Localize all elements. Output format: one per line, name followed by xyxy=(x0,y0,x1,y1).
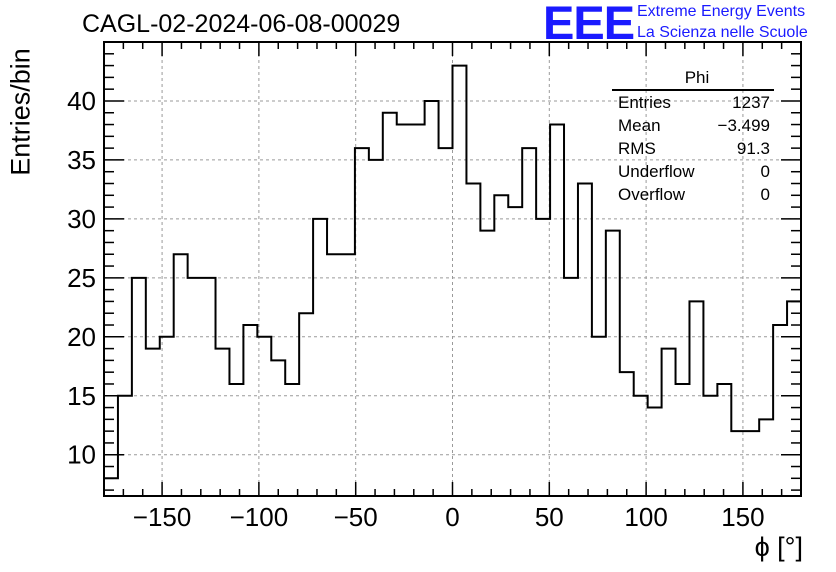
plot-title: CAGL-02-2024-06-08-00029 xyxy=(82,10,401,38)
x-tick-label: 0 xyxy=(445,502,459,532)
grid-lines xyxy=(104,42,801,496)
logo-line-2: La Scienza nelle Scuole xyxy=(637,24,808,41)
y-tick-label: 35 xyxy=(67,145,96,175)
y-tick-label: 30 xyxy=(67,204,96,234)
plot-frame xyxy=(103,41,802,497)
stats-label: Entries xyxy=(618,93,671,112)
y-tick-label: 40 xyxy=(67,86,96,116)
stats-label: RMS xyxy=(618,139,656,158)
y-tick-label: 10 xyxy=(67,440,96,470)
stats-box: Phi Entries 1237 Mean −3.499 RMS 91.3 Un… xyxy=(612,68,774,206)
axis-ticks xyxy=(104,42,801,496)
stats-label: Underflow xyxy=(618,162,695,181)
stats-label: Mean xyxy=(618,116,661,135)
eee-logo: EEE xyxy=(543,0,635,49)
stats-row-overflow: Overflow 0 xyxy=(612,183,774,206)
histogram-step-line xyxy=(103,64,801,496)
stats-value: 0 xyxy=(760,162,770,181)
stats-row-underflow: Underflow 0 xyxy=(612,160,774,183)
logo-line-1: Extreme Energy Events xyxy=(637,3,806,20)
x-tick-label: −50 xyxy=(334,502,378,532)
x-tick-label: −100 xyxy=(230,502,289,532)
y-tick-label: 20 xyxy=(67,322,96,352)
stats-title: Phi xyxy=(612,68,774,91)
y-tick-label: 15 xyxy=(67,381,96,411)
x-axis-label: ϕ [°] xyxy=(754,532,803,562)
stats-row-rms: RMS 91.3 xyxy=(612,137,774,160)
y-tick-label: 25 xyxy=(67,263,96,293)
x-tick-label: 100 xyxy=(624,502,667,532)
y-axis-label: Entries/bin xyxy=(5,48,36,176)
stats-value: 1237 xyxy=(732,93,770,112)
x-tick-label: −150 xyxy=(133,502,192,532)
stats-value: 0 xyxy=(760,185,770,204)
x-tick-label: 150 xyxy=(721,502,764,532)
axis-tick-labels: −150 −100 −50 0 50 100 150 10 15 20 25 30 35 40 xyxy=(67,86,765,532)
stats-value: −3.499 xyxy=(717,116,770,135)
stats-label: Overflow xyxy=(618,185,686,204)
stats-row-mean: Mean −3.499 xyxy=(612,114,774,137)
stats-row-entries: Entries 1237 xyxy=(612,91,774,114)
stats-value: 91.3 xyxy=(736,139,770,158)
x-tick-label: 50 xyxy=(535,502,564,532)
